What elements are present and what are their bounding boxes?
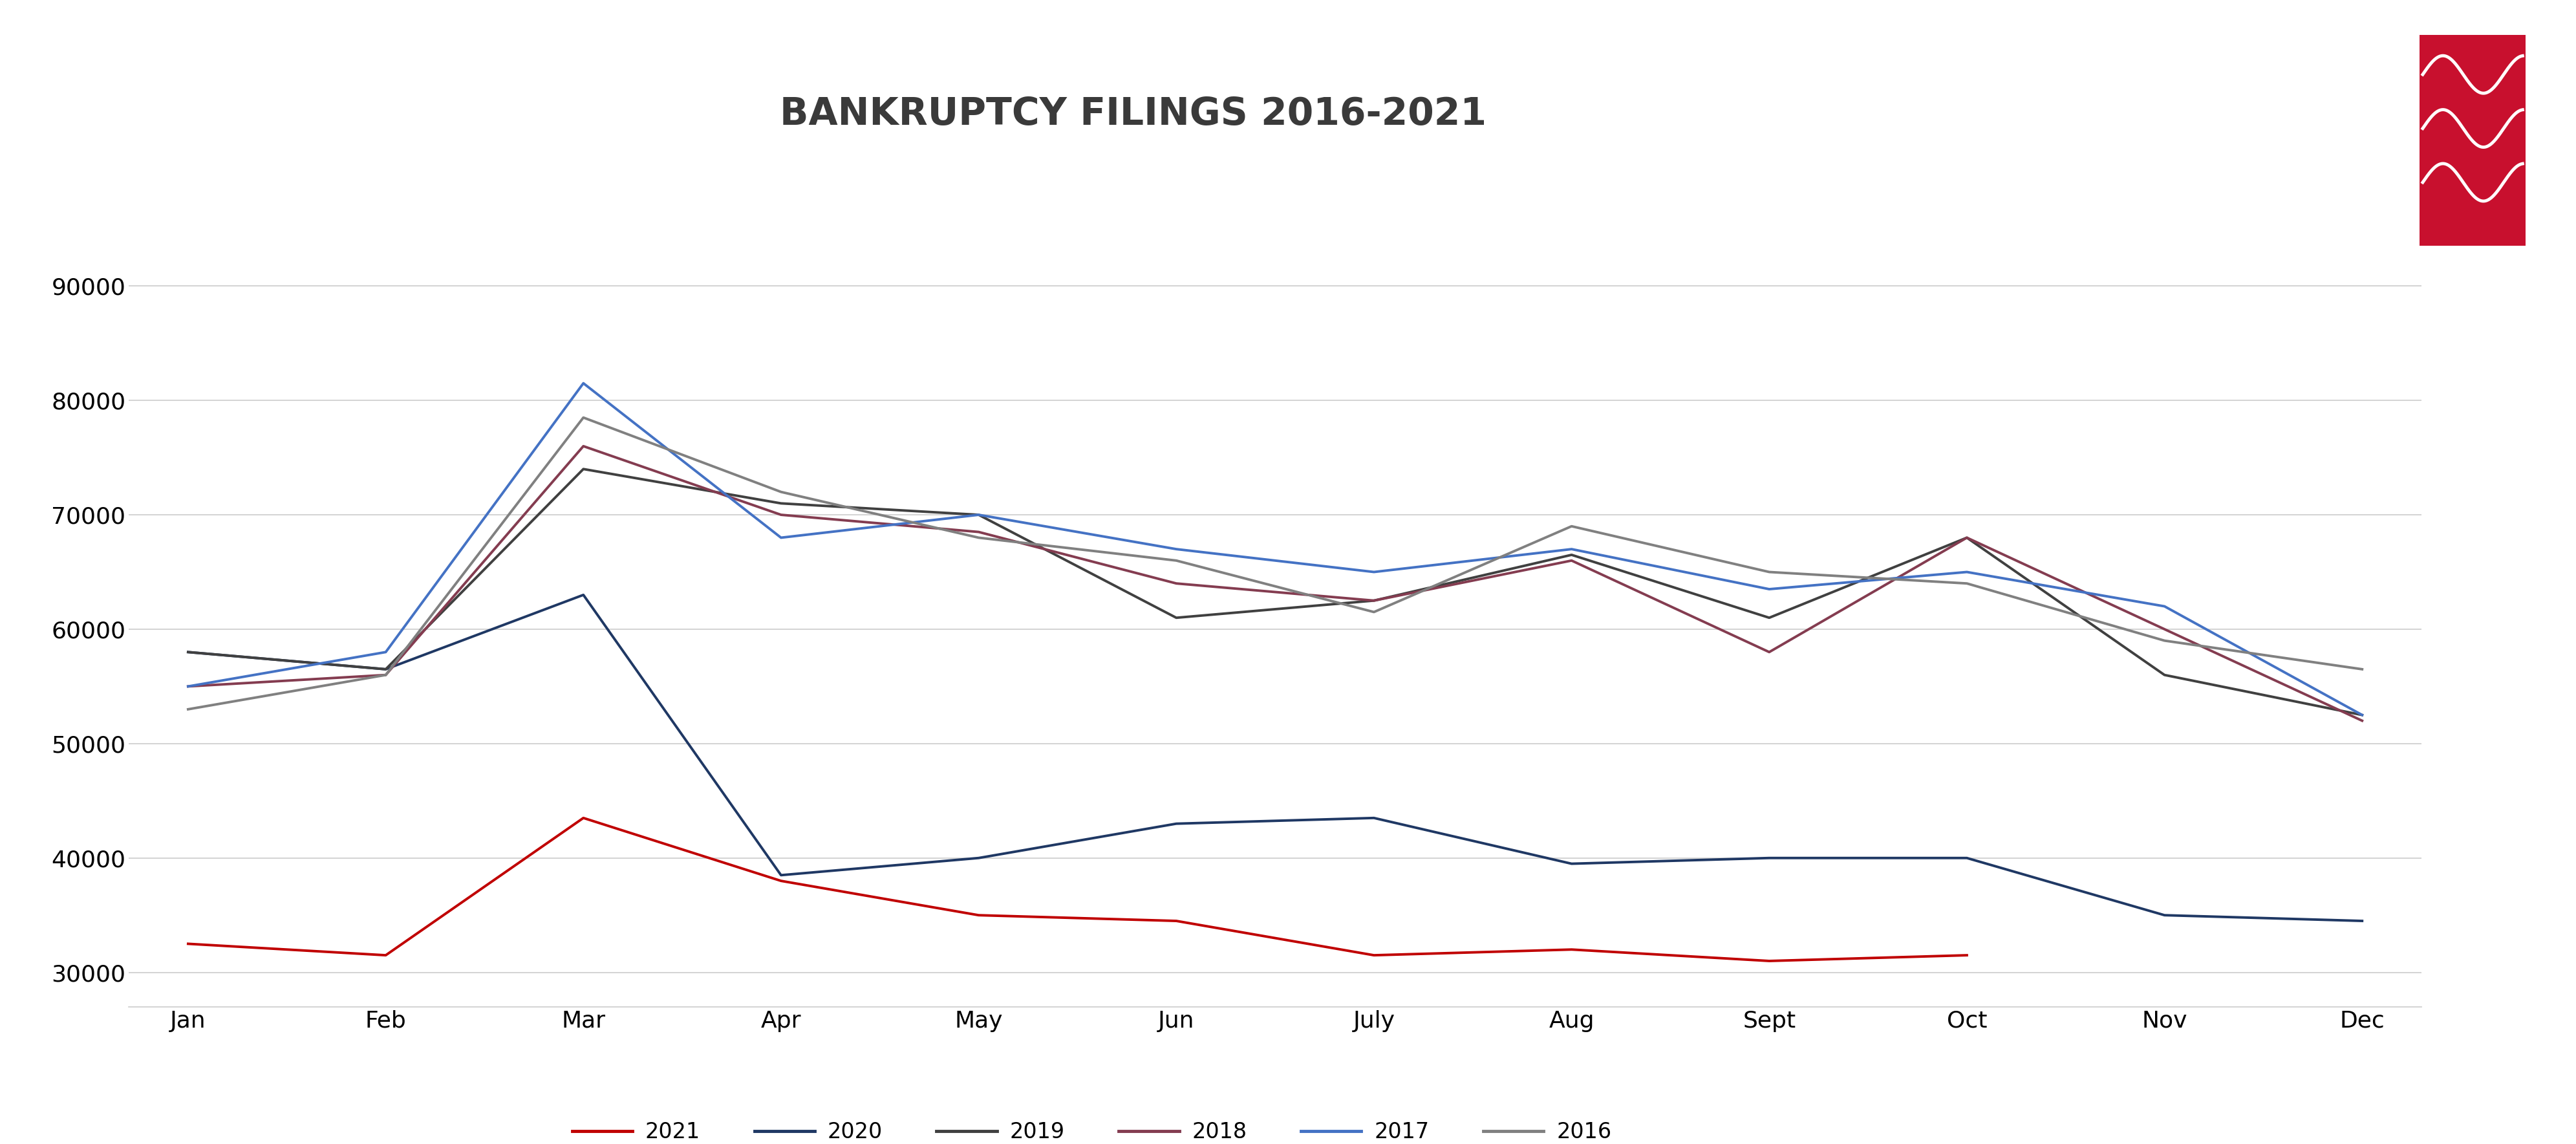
- FancyBboxPatch shape: [2419, 34, 2524, 246]
- Text: BANKRUPTCY FILINGS 2016-2021: BANKRUPTCY FILINGS 2016-2021: [781, 96, 1486, 133]
- Legend: 2021, 2020, 2019, 2018, 2017, 2016: 2021, 2020, 2019, 2018, 2017, 2016: [564, 1113, 1620, 1144]
